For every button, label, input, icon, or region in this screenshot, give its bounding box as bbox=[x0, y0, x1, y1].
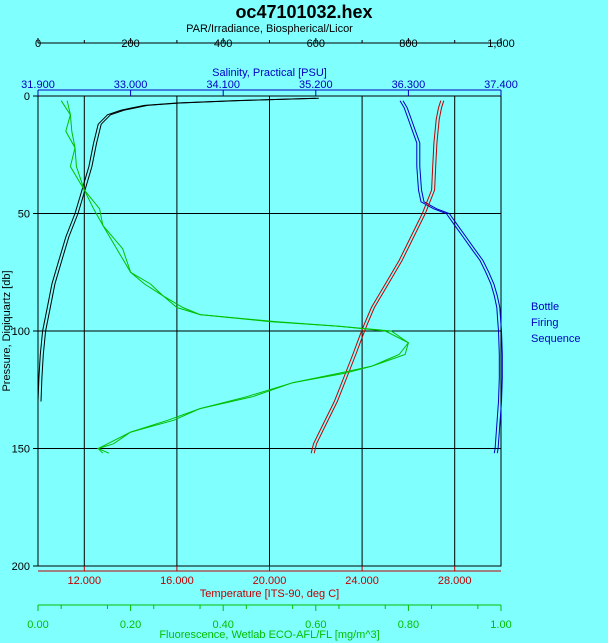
fluorescence-profile-line bbox=[60, 100, 410, 454]
salinity-tick-label: 35.200 bbox=[299, 79, 333, 91]
y-tick-label: 0 bbox=[24, 91, 30, 103]
temperature-tick-label: 12.000 bbox=[67, 575, 101, 587]
grid bbox=[38, 95, 501, 567]
fluorescence-profile-line bbox=[66, 100, 409, 454]
par-tick-label: 1,000 bbox=[487, 38, 515, 50]
salinity-tick-label: 36.300 bbox=[392, 79, 426, 91]
y-tick-label: 200 bbox=[12, 561, 30, 573]
temperature-tick-label: 28.000 bbox=[438, 575, 472, 587]
y-tick-label: 100 bbox=[12, 326, 30, 338]
temperature-profile-line bbox=[310, 100, 442, 454]
fluorescence-tick-label: 0.80 bbox=[398, 619, 419, 631]
bottle-firing-sequence: Bottle Firing Sequence bbox=[531, 301, 581, 345]
bottle-sequence-label: Bottle bbox=[531, 301, 559, 313]
y-tick-label: 50 bbox=[18, 209, 30, 221]
fluorescence-tick-label: 0.20 bbox=[120, 619, 141, 631]
bottle-sequence-label: Firing bbox=[531, 317, 559, 329]
par-tick-label: 200 bbox=[121, 38, 139, 50]
temperature-tick-label: 20.000 bbox=[253, 575, 287, 587]
par-tick-label: 0 bbox=[35, 38, 41, 50]
salinity-axis-title: Salinity, Practical [PSU] bbox=[212, 67, 327, 79]
fluorescence-tick-label: 0.60 bbox=[305, 619, 326, 631]
chart-title: oc47101032.hex bbox=[235, 2, 372, 22]
par-tick-label: 800 bbox=[399, 38, 417, 50]
temperature-axis-title: Temperature [ITS-90, deg C] bbox=[200, 588, 339, 600]
salinity-profile-line bbox=[402, 100, 503, 454]
par-profile-line bbox=[40, 97, 319, 402]
fluorescence-tick-label: 0.00 bbox=[27, 619, 48, 631]
par-tick-label: 400 bbox=[214, 38, 232, 50]
series-layer bbox=[37, 97, 503, 454]
salinity-tick-label: 33.000 bbox=[114, 79, 148, 91]
fluorescence-tick-label: 0.40 bbox=[212, 619, 233, 631]
fluorescence-axis-title: Fluorescence, Wetlab ECO-AFL/FL [mg/m^3] bbox=[159, 629, 379, 641]
fluorescence-tick-label: 1.00 bbox=[490, 619, 511, 631]
bottle-sequence-label: Sequence bbox=[531, 333, 581, 345]
temperature-tick-label: 16.000 bbox=[160, 575, 194, 587]
par-tick-label: 600 bbox=[307, 38, 325, 50]
salinity-tick-label: 34.100 bbox=[206, 79, 240, 91]
salinity-tick-label: 37.400 bbox=[484, 79, 518, 91]
axes: 0 50 100 150 200 Pressure, Digiquartz [db] 0 20… bbox=[1, 23, 518, 641]
y-tick-label: 150 bbox=[12, 444, 30, 456]
y-axis-label: Pressure, Digiquartz [db] bbox=[1, 270, 13, 391]
salinity-profile-line bbox=[399, 100, 500, 454]
salinity-tick-label: 31.900 bbox=[21, 79, 55, 91]
temperature-tick-label: 24.000 bbox=[345, 575, 379, 587]
par-profile-line bbox=[37, 97, 316, 402]
temperature-profile-line bbox=[313, 100, 445, 454]
par-axis-title: PAR/Irradiance, Biospherical/Licor bbox=[186, 23, 353, 35]
